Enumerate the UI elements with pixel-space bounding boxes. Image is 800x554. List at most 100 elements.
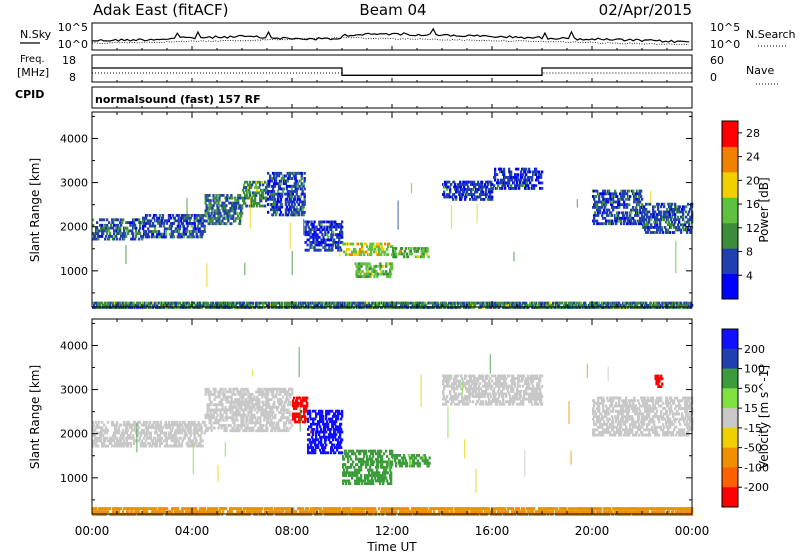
heatmap-cell xyxy=(93,423,96,427)
heatmap-cell xyxy=(608,222,611,226)
heatmap-cell xyxy=(193,420,196,424)
freq-left-label: Freq. xyxy=(20,54,45,65)
heatmap-cell xyxy=(231,393,234,396)
heatmap-cell xyxy=(665,228,668,232)
heatmap-cell xyxy=(205,206,208,210)
heatmap-cell xyxy=(595,195,598,198)
heatmap-cell xyxy=(635,200,638,204)
heatmap-cell xyxy=(360,264,363,268)
heatmap-cell xyxy=(248,400,251,404)
heatmap-cell xyxy=(529,303,532,307)
heatmap-cell xyxy=(287,192,290,196)
heatmap-cell xyxy=(491,195,494,199)
heatmap-cell xyxy=(160,219,164,223)
heatmap-cell xyxy=(267,192,270,196)
heatmap-cell xyxy=(513,303,516,307)
heatmap-cell xyxy=(245,421,248,425)
heatmap-cell xyxy=(99,426,102,429)
heatmap-cell xyxy=(204,429,207,433)
heatmap-cell xyxy=(241,424,244,427)
heatmap-cell xyxy=(619,192,622,196)
heatmap-cell xyxy=(187,420,190,424)
heatmap-cell xyxy=(360,301,363,305)
heatmap-cell xyxy=(267,421,270,425)
heatmap-cell xyxy=(205,204,208,208)
heatmap-cell xyxy=(120,218,123,222)
heatmap-cell xyxy=(208,398,211,401)
heatmap-cell xyxy=(598,197,601,201)
heatmap-cell xyxy=(193,426,196,429)
heatmap-cell xyxy=(92,434,95,437)
heatmap-cell xyxy=(110,444,114,448)
heatmap-cell xyxy=(644,213,647,216)
heatmap-cell xyxy=(645,218,648,222)
heatmap-cell xyxy=(589,301,592,305)
heatmap-cell xyxy=(136,218,139,222)
heatmap-cell xyxy=(274,429,277,433)
heatmap-cell xyxy=(314,241,317,244)
heatmap-cell xyxy=(275,210,279,214)
heatmap-cell xyxy=(270,424,273,427)
heatmap-cell xyxy=(133,218,136,222)
heatmap-cell xyxy=(247,186,250,189)
heatmap-cell xyxy=(273,421,276,425)
heatmap-cell xyxy=(148,222,152,225)
heatmap-cell xyxy=(158,434,161,437)
heatmap-cell xyxy=(207,301,210,305)
heatmap-cell xyxy=(496,173,499,176)
heatmap-cell xyxy=(284,208,288,212)
heatmap-cell xyxy=(142,224,145,228)
heatmap-cell xyxy=(653,226,656,229)
heatmap-cell xyxy=(603,208,606,212)
heatmap-cell xyxy=(259,390,262,394)
heatmap-cell xyxy=(269,408,272,412)
heatmap-cell xyxy=(235,201,238,205)
heatmap-cell xyxy=(225,204,228,208)
heatmap-cell xyxy=(455,195,458,199)
heatmap-cell xyxy=(104,237,107,241)
heatmap-cell xyxy=(500,301,503,305)
heatmap-cell xyxy=(180,235,183,239)
heatmap-cell xyxy=(231,196,234,200)
heatmap-cell xyxy=(114,431,118,435)
heatmap-cell xyxy=(503,178,506,182)
heatmap-cell xyxy=(164,434,167,437)
noise-left-label: N.Sky xyxy=(20,28,52,41)
heatmap-cell xyxy=(316,238,319,242)
heatmap-cell xyxy=(474,301,477,305)
heatmap-cell xyxy=(632,222,635,226)
heatmap-cell xyxy=(165,439,168,443)
heatmap-cell xyxy=(389,267,392,271)
heatmap-cell xyxy=(267,197,270,201)
heatmap-cell xyxy=(320,220,323,224)
heatmap-cell xyxy=(105,235,108,238)
heatmap-cell xyxy=(673,210,676,214)
heatmap-cell xyxy=(494,301,497,305)
heatmap-cell xyxy=(169,227,173,231)
heatmap-cell xyxy=(190,214,193,217)
colorbar-tick-label: 24 xyxy=(746,151,760,164)
heatmap-cell xyxy=(414,255,417,259)
heatmap-cell xyxy=(117,218,120,222)
heatmap-cell xyxy=(451,195,454,199)
heatmap-cell xyxy=(97,436,100,440)
heatmap-cell xyxy=(369,264,372,268)
heatmap-cell xyxy=(230,403,233,407)
heatmap-cell xyxy=(281,303,284,307)
heatmap-cell xyxy=(293,197,296,201)
heatmap-cell xyxy=(443,193,446,196)
heatmap-cell xyxy=(253,405,256,409)
heatmap-cell xyxy=(663,215,666,219)
heatmap-cell xyxy=(128,434,132,437)
heatmap-cell xyxy=(351,253,354,256)
heatmap-cell xyxy=(514,301,517,305)
heatmap-cell xyxy=(111,423,115,427)
heatmap-cell xyxy=(312,223,315,226)
heatmap-cell xyxy=(224,405,227,409)
heatmap-cell xyxy=(165,442,168,445)
heatmap-cell xyxy=(302,182,305,186)
heatmap-cell xyxy=(604,206,607,209)
heatmap-cell xyxy=(244,413,247,417)
heatmap-cell xyxy=(208,303,211,307)
heatmap-cell xyxy=(522,173,525,176)
